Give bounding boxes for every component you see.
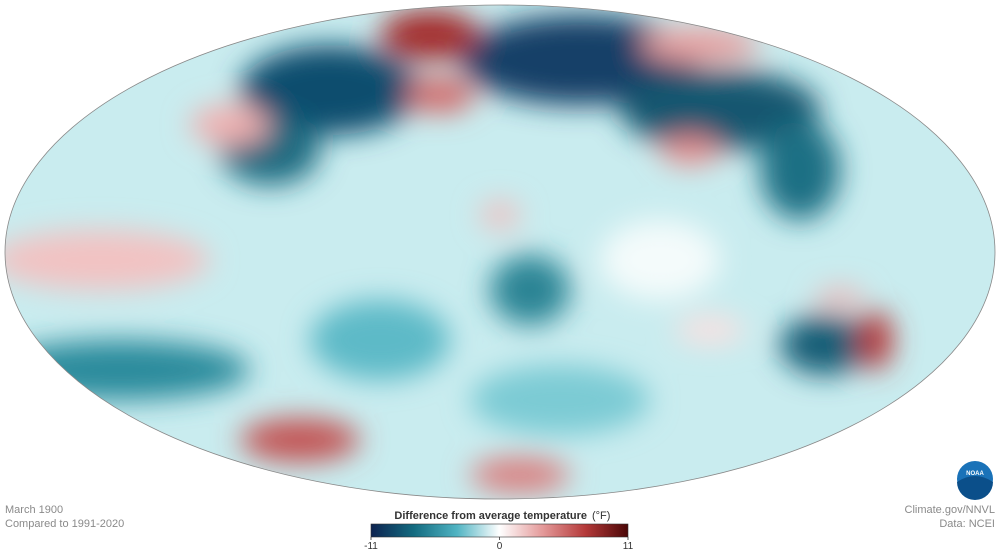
legend-title: Difference from average temperature	[394, 510, 587, 522]
logo-text: NOAA	[966, 471, 984, 477]
anomaly-field	[5, 10, 893, 493]
baseline-label: Compared to 1991-2020	[5, 518, 124, 530]
tick-label: -11	[364, 541, 378, 552]
globe-outline	[4, 4, 996, 500]
colorbar	[370, 523, 629, 538]
tick-label: 11	[623, 541, 634, 552]
tick-label: 0	[497, 541, 503, 552]
legend-unit: (°F)	[592, 510, 610, 522]
temperature-map	[5, 5, 995, 499]
colorbar-ticks: -11 0 11	[364, 537, 634, 552]
source-label: Data: NCEI	[939, 518, 995, 530]
noaa-logo: NOAA	[957, 461, 993, 500]
credit-label: Climate.gov/NNVL	[905, 504, 995, 516]
date-label: March 1900	[5, 504, 63, 516]
